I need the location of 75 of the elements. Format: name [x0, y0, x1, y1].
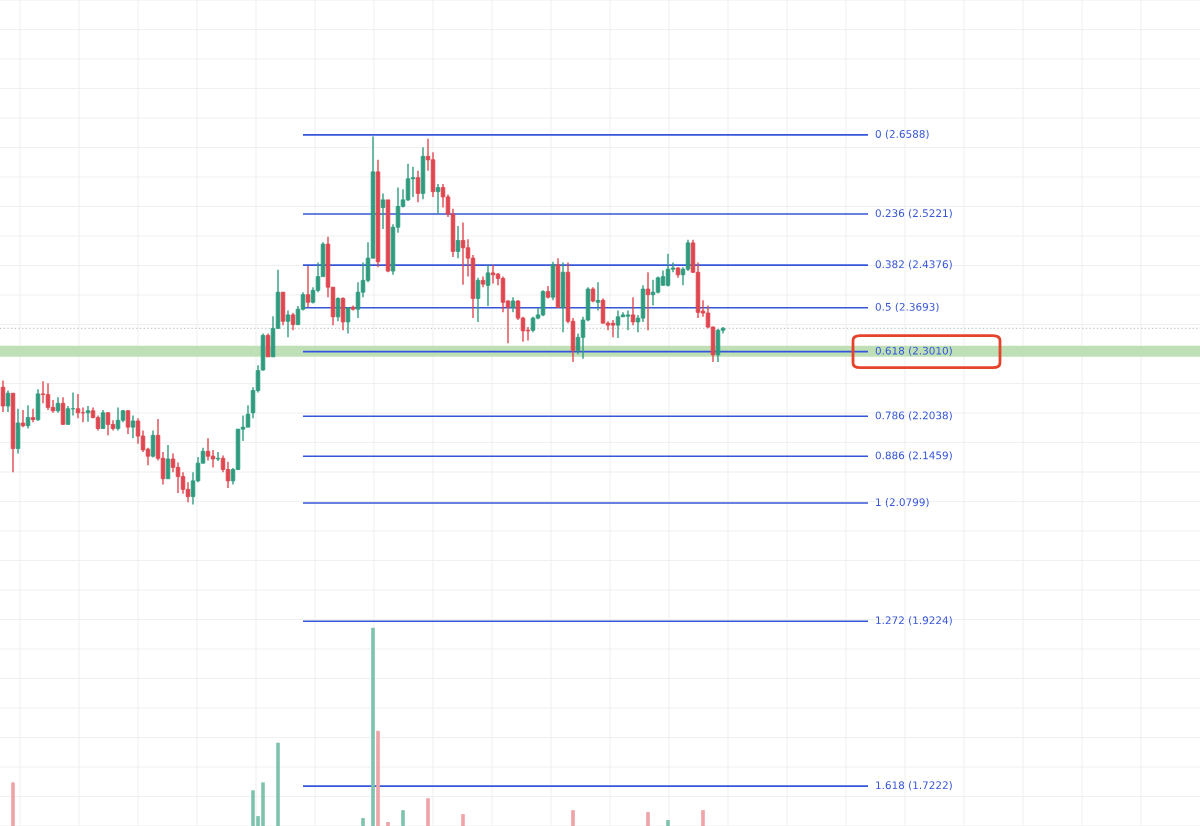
candlestick [345, 306, 351, 335]
candlestick [285, 309, 291, 339]
candlestick [435, 183, 441, 215]
candlestick [105, 411, 111, 437]
candlestick [645, 271, 651, 331]
bar [371, 627, 375, 826]
ref-line-label: 0.786 (2.2038) [875, 411, 952, 421]
bar [666, 820, 670, 826]
candlestick [455, 225, 461, 259]
candlestick [60, 396, 66, 426]
candlestick [215, 451, 221, 462]
candlestick [225, 461, 231, 489]
candlestick [25, 404, 31, 430]
candlestick [100, 409, 106, 430]
candlestick [460, 221, 466, 286]
candlestick [415, 170, 421, 203]
candlestick [210, 449, 216, 469]
bar [11, 782, 15, 826]
candlestick [540, 289, 546, 317]
bar [426, 798, 430, 826]
candlestick [150, 429, 156, 459]
candlestick [615, 309, 621, 339]
candlestick [45, 382, 51, 411]
bar [361, 818, 365, 826]
candlestick [0, 379, 6, 413]
candlestick [65, 405, 71, 426]
ref-line-label: 0.886 (2.1459) [875, 451, 952, 461]
candlestick [355, 281, 361, 319]
candlestick [130, 414, 136, 439]
candlestick [5, 389, 11, 413]
bar [701, 810, 705, 826]
candlestick [265, 332, 271, 358]
candlestick [625, 309, 631, 331]
bar [276, 742, 280, 826]
candlestick [180, 471, 186, 495]
candlestick [30, 408, 36, 424]
candlestick [245, 404, 251, 428]
candlestick [75, 393, 81, 419]
candlestick [630, 296, 636, 326]
ref-line-label: 1.272 (1.9224) [876, 616, 952, 626]
candlestick [595, 281, 601, 312]
bar [386, 822, 390, 826]
candlestick [175, 461, 181, 494]
candlestick [340, 296, 346, 331]
bar [571, 810, 575, 826]
candlestick [485, 264, 491, 307]
candlestick [125, 409, 131, 435]
candlestick [305, 265, 311, 308]
ref-line-label: 0.618 (2.3010) [875, 346, 952, 356]
candlestick [500, 275, 506, 314]
ref-line-label: 1 (2.0799) [876, 498, 929, 508]
ref-line-label: 1.618 (1.7222) [876, 781, 952, 791]
candlestick [600, 297, 606, 324]
bar [401, 810, 405, 826]
ref-line-label: 0.5 (2.3693) [875, 302, 939, 312]
bar [461, 814, 465, 826]
ref-line-label: 0.236 (2.5221) [875, 208, 952, 219]
candlestick [490, 264, 496, 285]
candlestick [165, 444, 171, 480]
ref-line-label: 0.382 (2.4376) [875, 260, 952, 270]
candlestick [115, 406, 121, 432]
candlestick [475, 277, 481, 323]
candlestick [170, 452, 176, 474]
candlestick [335, 296, 341, 322]
candlestick [380, 192, 386, 230]
candlestick [40, 380, 46, 405]
ref-line-label: 0 (2.6588) [875, 129, 929, 140]
bar [376, 730, 380, 826]
candlestick [410, 165, 416, 198]
candlestick [665, 253, 671, 288]
candlestick [85, 405, 91, 423]
candlestick [610, 319, 616, 339]
candlestick [205, 437, 211, 462]
candlestick [20, 409, 26, 428]
bar [646, 812, 650, 826]
